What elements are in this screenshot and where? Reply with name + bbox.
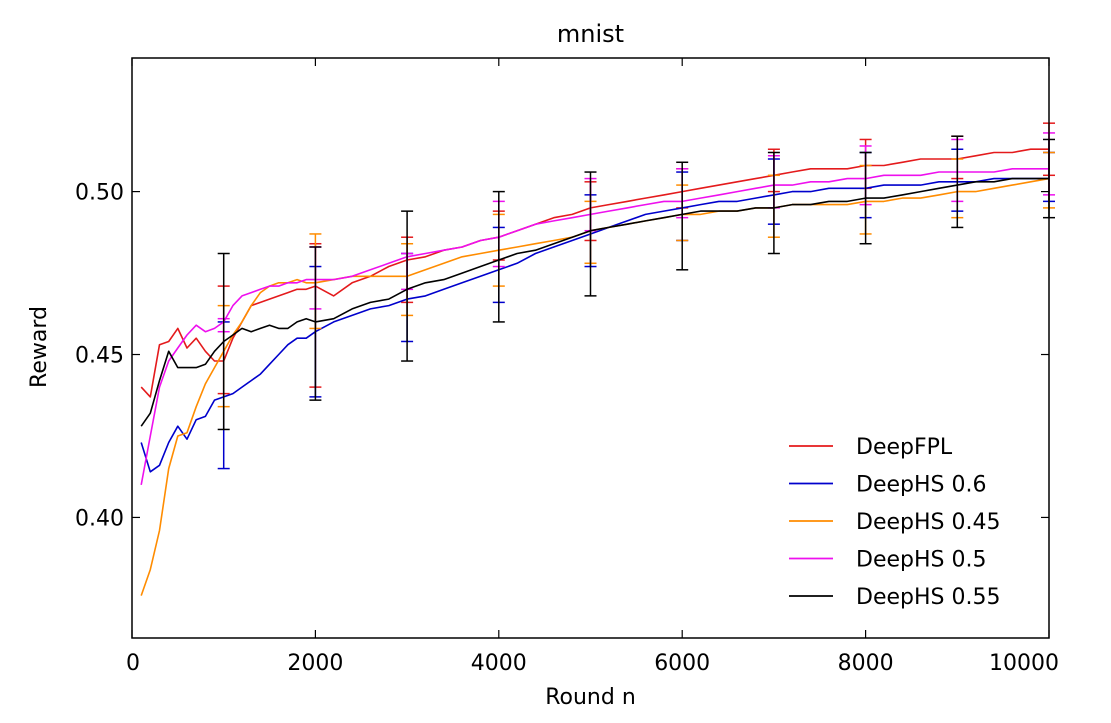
legend-item: DeepHS 0.45 bbox=[789, 510, 1000, 535]
y-tick-label: 0.50 bbox=[75, 181, 124, 206]
error-bar bbox=[951, 135, 964, 229]
error-bar bbox=[401, 210, 414, 362]
legend-label: DeepHS 0.55 bbox=[856, 585, 1000, 610]
x-tick-label: 0 bbox=[126, 651, 140, 676]
x-tick-label: 2000 bbox=[287, 651, 343, 676]
series-line bbox=[140, 148, 1049, 398]
error-bar bbox=[676, 161, 689, 271]
chart-title: mnist bbox=[557, 20, 624, 48]
y-tick-label: 0.40 bbox=[75, 506, 124, 531]
error-bar bbox=[584, 171, 597, 297]
error-bar bbox=[492, 190, 505, 323]
error-bar bbox=[859, 151, 872, 245]
legend-item: DeepHS 0.5 bbox=[789, 548, 986, 573]
series-line bbox=[140, 177, 1049, 473]
legend-item: DeepHS 0.6 bbox=[789, 473, 986, 498]
x-tick-label: 8000 bbox=[838, 651, 894, 676]
error-bar bbox=[767, 151, 780, 255]
legend-label: DeepHS 0.5 bbox=[856, 548, 986, 573]
y-axis-title: Reward bbox=[27, 306, 52, 388]
x-axis-title: Round n bbox=[545, 685, 636, 710]
series-line bbox=[140, 168, 1049, 486]
x-tick-label: 4000 bbox=[471, 651, 527, 676]
series-layer bbox=[140, 122, 1055, 596]
tick-layer: 0 2000 4000 6000 8000 10000 0.40 0.45 0.50 bbox=[75, 58, 1059, 676]
legend-item: DeepHS 0.55 bbox=[789, 585, 1000, 610]
y-tick-label: 0.45 bbox=[75, 344, 124, 369]
error-bar bbox=[217, 252, 230, 431]
legend: DeepFPL DeepHS 0.6 DeepHS 0.45 DeepHS 0.5 De… bbox=[789, 435, 1000, 610]
plot-frame bbox=[131, 57, 1050, 639]
x-tick-label: 6000 bbox=[654, 651, 710, 676]
legend-label: DeepHS 0.45 bbox=[856, 510, 1000, 535]
series-line bbox=[140, 177, 1049, 427]
error-bar bbox=[309, 246, 322, 401]
legend-label: DeepFPL bbox=[856, 435, 953, 460]
series-line bbox=[140, 177, 1050, 596]
legend-item: DeepFPL bbox=[789, 435, 953, 460]
x-tick-label: 10000 bbox=[989, 651, 1059, 676]
legend-label: DeepHS 0.6 bbox=[856, 473, 986, 498]
